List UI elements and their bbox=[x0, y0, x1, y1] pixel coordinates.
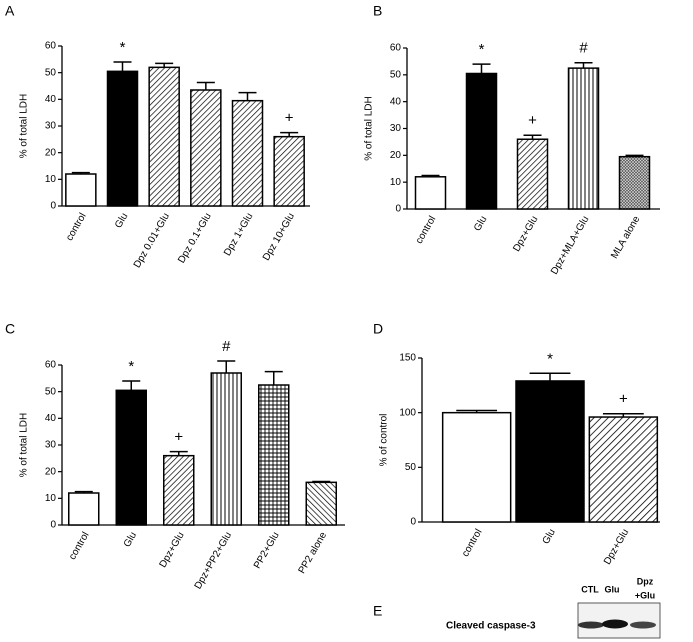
y-tick-label: 0 bbox=[50, 201, 56, 212]
significance-marker: + bbox=[285, 110, 294, 127]
panel-label: E bbox=[373, 603, 382, 619]
bar bbox=[231, 99, 264, 207]
x-tick-label: Dpz+Glu bbox=[511, 214, 540, 253]
y-tick-label: 0 bbox=[395, 204, 401, 215]
panel-label: D bbox=[373, 321, 383, 337]
x-tick-label: Dpz+PP2+Glu bbox=[193, 530, 234, 591]
bar bbox=[65, 173, 97, 207]
significance-marker: + bbox=[528, 112, 537, 129]
lane-label: Dpz bbox=[637, 576, 654, 586]
x-tick-label: PP2+Glu bbox=[252, 530, 282, 570]
panel-label: C bbox=[5, 321, 15, 337]
x-tick-label: control bbox=[414, 214, 439, 245]
significance-marker: * bbox=[547, 350, 553, 367]
bar bbox=[273, 135, 305, 207]
x-tick-label: Dpz+MLA+Glu bbox=[549, 214, 591, 276]
bar bbox=[515, 380, 585, 523]
x-tick-label: PP2 alone bbox=[297, 530, 330, 576]
x-tick-label: control bbox=[64, 211, 89, 242]
bar bbox=[618, 155, 651, 210]
y-tick-label: 10 bbox=[390, 177, 402, 188]
x-tick-label: Glu bbox=[472, 214, 489, 233]
y-tick-label: 10 bbox=[45, 493, 57, 504]
y-tick-label: 50 bbox=[45, 386, 57, 397]
y-axis-label: % of total LDH bbox=[19, 413, 30, 477]
bar bbox=[441, 411, 512, 523]
y-tick-label: 50 bbox=[45, 67, 57, 78]
y-tick-label: 60 bbox=[390, 43, 402, 54]
x-tick-label: Dpz 1+Glu bbox=[222, 211, 255, 258]
y-tick-label: 40 bbox=[45, 413, 57, 424]
significance-marker: * bbox=[479, 41, 485, 58]
bar bbox=[106, 70, 139, 207]
y-axis-label: % of total LDH bbox=[19, 94, 30, 158]
y-tick-label: 20 bbox=[390, 150, 402, 161]
y-tick-label: 0 bbox=[50, 520, 56, 531]
x-tick-label: Dpz 10+Glu bbox=[261, 211, 297, 262]
bar bbox=[258, 384, 290, 526]
y-axis-label: % of total LDH bbox=[364, 96, 375, 160]
bar bbox=[567, 67, 600, 210]
bar bbox=[516, 138, 549, 210]
x-tick-label: Glu bbox=[113, 211, 130, 230]
y-tick-label: 50 bbox=[390, 69, 402, 80]
x-tick-label: control bbox=[67, 530, 92, 561]
y-tick-label: 100 bbox=[399, 407, 416, 418]
x-tick-label: MLA alone bbox=[609, 214, 642, 261]
significance-marker: * bbox=[128, 358, 134, 375]
bar bbox=[465, 72, 498, 210]
bar bbox=[305, 481, 337, 526]
bar bbox=[210, 372, 242, 526]
bar bbox=[163, 454, 195, 526]
y-tick-label: 40 bbox=[390, 96, 402, 107]
y-tick-label: 30 bbox=[45, 440, 57, 451]
blot-row-label: Cleaved caspase-3 bbox=[446, 621, 536, 632]
x-tick-label: Glu bbox=[541, 527, 558, 546]
x-tick-label: Dpz 0.01+Glu bbox=[132, 211, 172, 270]
y-tick-label: 40 bbox=[45, 94, 57, 105]
y-tick-label: 10 bbox=[45, 174, 57, 185]
y-tick-label: 30 bbox=[390, 123, 402, 134]
lane-label: CTL bbox=[581, 584, 599, 594]
x-tick-label: Dpz+Glu bbox=[602, 527, 631, 566]
y-tick-label: 0 bbox=[410, 517, 416, 528]
x-tick-label: Dpz+Glu bbox=[158, 530, 187, 569]
bar bbox=[68, 492, 100, 526]
y-tick-label: 20 bbox=[45, 147, 57, 158]
lane-label: Glu bbox=[605, 584, 620, 594]
y-tick-label: 60 bbox=[45, 360, 57, 371]
y-tick-label: 30 bbox=[45, 121, 57, 132]
bar bbox=[115, 389, 147, 526]
bar bbox=[414, 176, 447, 210]
bar bbox=[588, 416, 659, 523]
panel-label: B bbox=[373, 3, 382, 19]
significance-marker: # bbox=[579, 40, 588, 57]
panel-label: A bbox=[5, 3, 15, 19]
bar bbox=[148, 66, 180, 207]
significance-marker: + bbox=[174, 429, 183, 446]
bar bbox=[190, 89, 222, 207]
y-tick-label: 20 bbox=[45, 466, 57, 477]
x-tick-label: Glu bbox=[122, 530, 139, 549]
x-tick-label: control bbox=[460, 527, 485, 558]
x-tick-label: Dpz 0.1+Glu bbox=[176, 211, 213, 265]
significance-marker: + bbox=[619, 391, 628, 408]
blot-image bbox=[577, 602, 661, 639]
y-tick-label: 150 bbox=[399, 353, 416, 364]
y-tick-label: 50 bbox=[405, 462, 417, 473]
lane-label: +Glu bbox=[635, 590, 655, 600]
significance-marker: # bbox=[222, 338, 231, 355]
y-axis-label: % of control bbox=[379, 414, 390, 467]
y-tick-label: 60 bbox=[45, 41, 57, 52]
significance-marker: * bbox=[120, 39, 126, 56]
